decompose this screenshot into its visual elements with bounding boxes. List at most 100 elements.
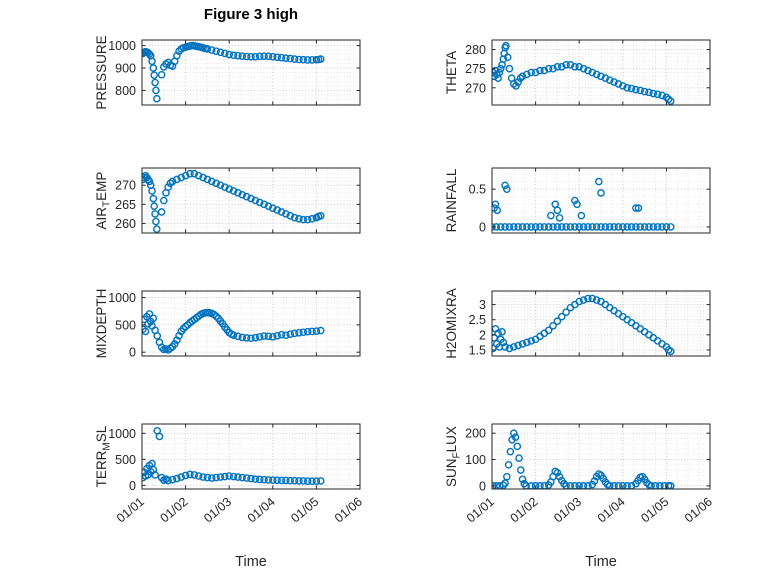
- data-point: [303, 56, 312, 64]
- data-point: [562, 223, 570, 231]
- grid: [142, 424, 360, 489]
- y-tick-label: 1.5: [469, 343, 486, 357]
- x-tick-label: 01/05: [288, 495, 321, 526]
- data-point: [503, 472, 511, 481]
- data-point: [149, 314, 158, 323]
- data-point: [150, 202, 159, 211]
- data-point: [295, 477, 303, 485]
- data-point: [295, 55, 303, 64]
- data-point: [595, 177, 603, 186]
- data-points-terr-msl: [142, 426, 325, 486]
- y-tick-label: 500: [115, 318, 136, 332]
- data-point: [505, 223, 514, 231]
- subplot-h2omixra: 1.522.53 H2OMIXRA: [444, 288, 711, 359]
- data-point: [316, 326, 325, 335]
- tick-marks: [491, 291, 711, 356]
- data-point: [260, 52, 268, 60]
- data-point: [494, 329, 502, 338]
- data-point: [501, 223, 509, 231]
- data-point: [203, 473, 212, 482]
- data-point: [636, 86, 645, 95]
- subplot-terr-msl: 0 500 1000 01/01 01/02 01/03 01/04 01/05 01/06 TE…: [94, 423, 365, 526]
- data-point: [177, 173, 186, 182]
- x-tick-label: 01/03: [201, 495, 234, 526]
- x-tick-label: 01/04: [245, 495, 278, 526]
- data-point: [316, 211, 325, 220]
- data-point: [496, 64, 505, 73]
- data-point: [277, 208, 286, 216]
- data-point: [150, 71, 159, 79]
- subplot-rainfall: 0 0.5 RAINFALL: [444, 167, 711, 234]
- data-point: [308, 477, 316, 486]
- data-point: [632, 223, 640, 231]
- data-point: [614, 80, 623, 88]
- tick-marks: [491, 40, 711, 105]
- data-point: [290, 213, 299, 222]
- data-point: [627, 223, 636, 231]
- data-point: [505, 64, 514, 73]
- data-point: [515, 454, 523, 463]
- data-point: [238, 333, 247, 342]
- data-point: [645, 223, 653, 231]
- data-point: [212, 473, 220, 482]
- data-point: [653, 223, 662, 231]
- data-point: [605, 76, 614, 84]
- data-point: [247, 474, 255, 483]
- data-point: [216, 181, 225, 190]
- figure-title: Figure 3 high: [203, 6, 299, 23]
- data-point: [212, 179, 220, 188]
- y-axis-label-mixdepth: MIXDEPTH: [94, 289, 109, 359]
- data-point: [504, 460, 513, 469]
- data-point: [501, 181, 509, 190]
- y-tick-label: 100: [465, 453, 486, 467]
- data-point: [312, 477, 321, 486]
- subplot-sun-flux: 0 100 200 01/01 01/02 01/03 01/04 01/05 01/06 SUN…: [444, 423, 715, 526]
- data-point: [509, 223, 518, 231]
- data-point: [597, 72, 605, 81]
- y-tick-label: 280: [465, 43, 486, 57]
- data-point: [316, 477, 325, 485]
- y-tick-label: 275: [465, 62, 486, 76]
- data-point: [229, 51, 238, 60]
- data-point: [225, 50, 233, 59]
- data-point: [264, 476, 273, 484]
- data-point: [151, 78, 159, 87]
- tick-marks: [141, 291, 361, 356]
- y-tick-label: 0: [479, 479, 486, 493]
- data-point: [164, 183, 172, 191]
- x-tick-label: 01/01: [114, 495, 147, 526]
- data-point: [238, 473, 247, 482]
- data-point: [207, 46, 216, 54]
- data-point: [286, 211, 295, 220]
- data-point: [148, 187, 156, 195]
- data-point: [614, 223, 623, 231]
- x-tick-label: 01/05: [638, 495, 671, 526]
- data-point: [588, 223, 597, 231]
- tick-marks: [491, 168, 711, 233]
- data-point: [636, 223, 645, 231]
- data-point: [157, 343, 166, 352]
- data-point: [308, 327, 316, 336]
- y-tick-label: 1000: [108, 291, 136, 305]
- data-point: [509, 343, 518, 351]
- data-point: [584, 223, 592, 231]
- grid: [142, 168, 360, 233]
- x-tick-label: 01/02: [158, 495, 191, 526]
- data-point: [527, 68, 536, 77]
- data-point: [282, 476, 290, 485]
- data-point: [566, 223, 575, 231]
- x-tick-label: 01/01: [464, 495, 497, 526]
- data-point: [194, 472, 203, 480]
- data-point: [549, 321, 557, 330]
- y-axis-label-terr-msl: TERRMSL: [94, 425, 113, 487]
- data-point: [234, 473, 242, 481]
- y-tick-label: 0: [479, 220, 486, 234]
- data-points-pressure: [142, 41, 325, 103]
- data-point: [273, 53, 281, 62]
- data-point: [225, 472, 233, 480]
- data-point: [623, 223, 631, 231]
- data-point: [216, 473, 225, 481]
- axes-box: [141, 167, 361, 234]
